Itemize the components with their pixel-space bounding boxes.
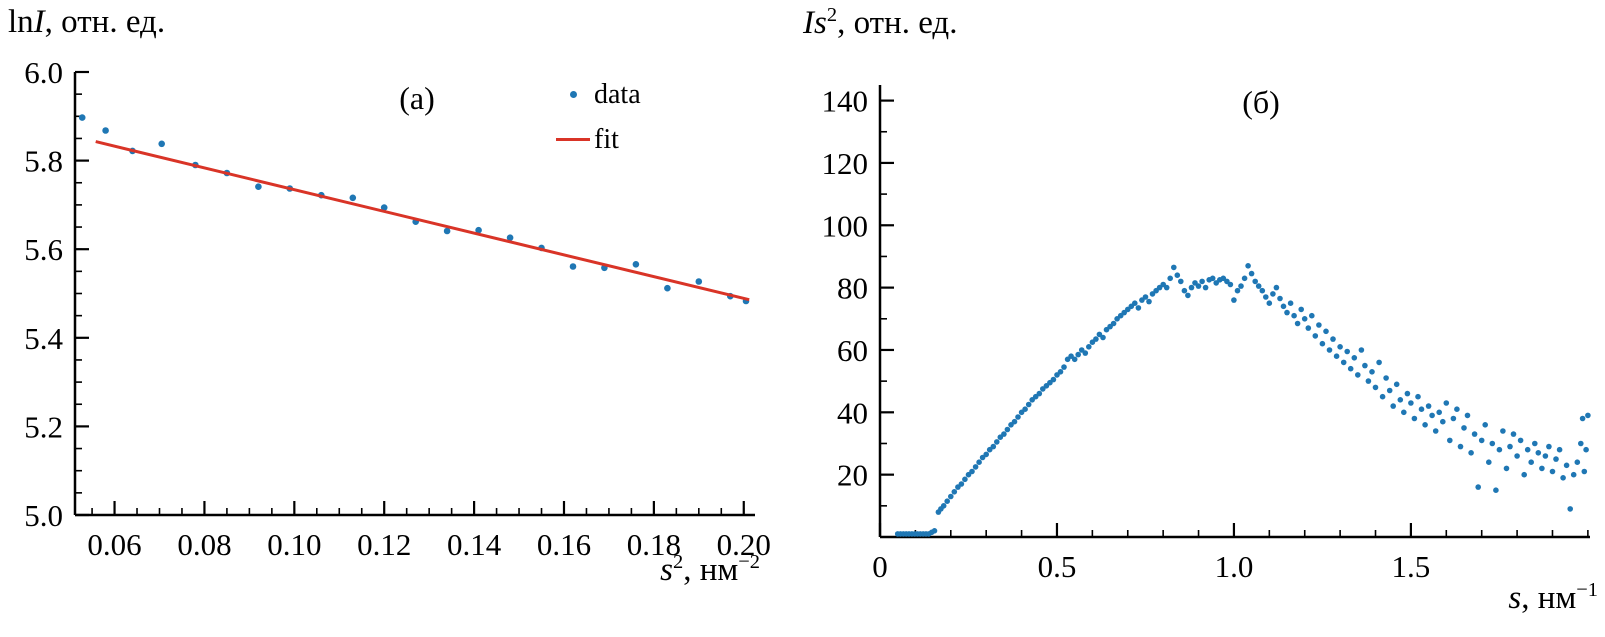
- left-y-axis-title: lnI, отн. ед.: [8, 4, 165, 41]
- svg-text:0.20: 0.20: [717, 527, 771, 562]
- legend-row-data: data: [552, 72, 641, 117]
- svg-text:80: 80: [837, 271, 868, 306]
- svg-text:100: 100: [822, 208, 869, 243]
- svg-text:140: 140: [822, 84, 869, 119]
- right-x-title-var: s: [1508, 580, 1522, 616]
- svg-text:0.10: 0.10: [267, 527, 321, 562]
- left-x-title-var: s: [660, 552, 673, 588]
- svg-text:5.8: 5.8: [24, 144, 63, 179]
- legend-row-fit: fit: [552, 117, 641, 162]
- legend-label-data: data: [594, 78, 641, 110]
- svg-text:5.2: 5.2: [24, 409, 63, 444]
- panel-label-b: (б): [1242, 84, 1280, 120]
- right-y-axis-title: Is2, отн. ед.: [803, 4, 957, 42]
- left-x-title-exp: −2: [738, 551, 760, 573]
- svg-text:20: 20: [837, 458, 868, 493]
- left-y-title-rest: , отн. ед.: [44, 4, 166, 40]
- svg-text:5.6: 5.6: [24, 232, 63, 267]
- left-x-title-sup: 2: [672, 551, 684, 573]
- right-y-title-rest: , отн. ед.: [837, 5, 958, 41]
- kratky-plot-svg: 0 0.5 1.0 1.5 20 40 60 80 100 120 140: [822, 84, 1591, 584]
- right-x-title-mid: , нм: [1521, 580, 1577, 616]
- svg-text:40: 40: [837, 395, 868, 430]
- right-x-axis-title: s, нм−1: [1430, 579, 1598, 617]
- right-y-title-sup: 2: [826, 4, 838, 26]
- svg-text:0.06: 0.06: [87, 527, 141, 562]
- svg-text:0.08: 0.08: [177, 527, 231, 562]
- data-point-icon: [569, 91, 577, 98]
- left-y-title-var: I: [33, 4, 45, 40]
- panel-label-a: (а): [399, 80, 435, 116]
- svg-text:5.4: 5.4: [24, 321, 63, 356]
- svg-text:5.0: 5.0: [24, 498, 63, 533]
- svg-text:1.5: 1.5: [1392, 549, 1431, 584]
- guinier-plot-svg: 0.06 0.08 0.10 0.12 0.14 0.16 0.18 0.20 5.0 5.2 5.…: [24, 55, 771, 562]
- svg-text:0.5: 0.5: [1038, 549, 1077, 584]
- svg-text:6.0: 6.0: [24, 55, 63, 90]
- fit-line-icon: [556, 138, 590, 141]
- svg-text:0.16: 0.16: [537, 527, 591, 562]
- svg-text:0.12: 0.12: [357, 527, 411, 562]
- right-x-title-exp: −1: [1576, 579, 1598, 601]
- legend-marker-data: [552, 91, 594, 98]
- legend-marker-fit: [552, 138, 594, 141]
- svg-text:60: 60: [837, 333, 868, 368]
- svg-text:1.0: 1.0: [1215, 549, 1254, 584]
- left-x-title-mid: , нм: [683, 552, 739, 588]
- svg-text:0.14: 0.14: [447, 527, 502, 562]
- svg-text:120: 120: [822, 146, 869, 181]
- legend-label-fit: fit: [594, 123, 619, 155]
- left-y-title-roman: ln: [8, 4, 34, 40]
- left-x-axis-title: s2, нм−2: [600, 551, 760, 589]
- right-y-title-var: Is: [803, 5, 827, 41]
- legend: data fit: [552, 72, 641, 162]
- svg-text:0.18: 0.18: [627, 527, 681, 562]
- svg-text:0: 0: [872, 549, 888, 584]
